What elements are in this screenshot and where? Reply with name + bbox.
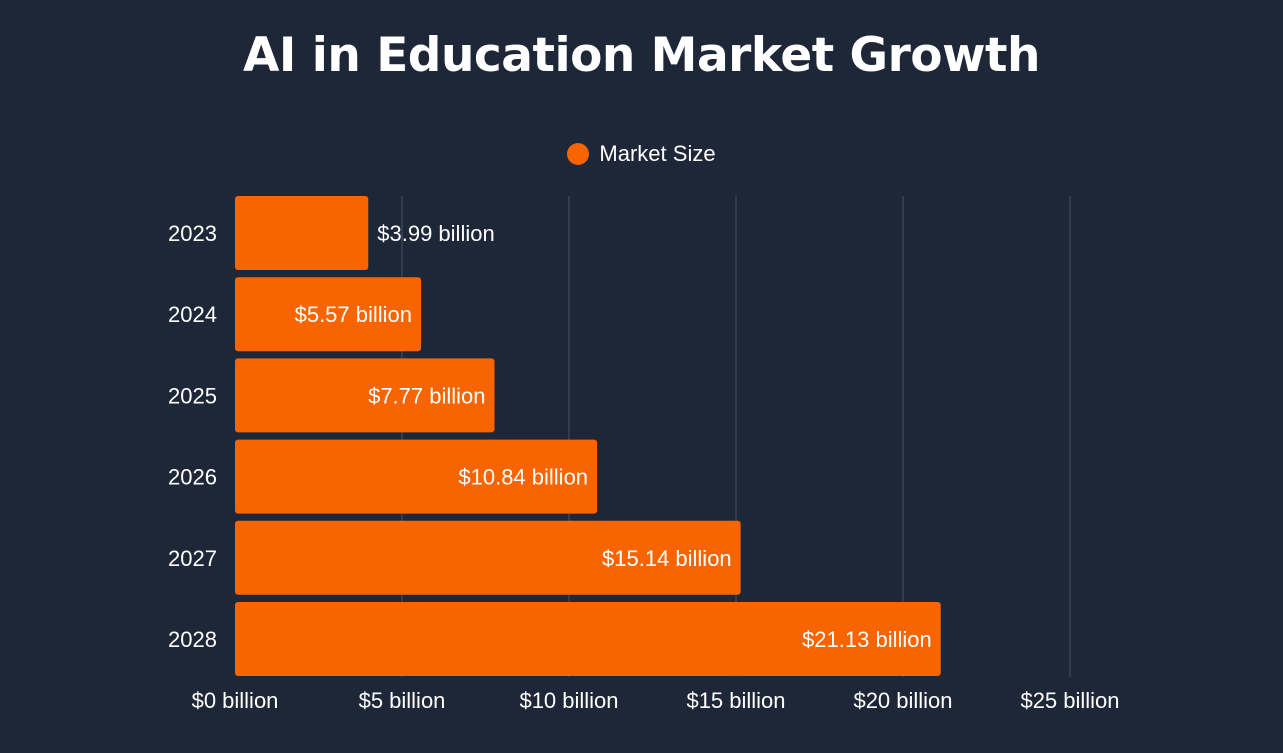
bar (235, 520, 741, 595)
chart-title: AI in Education Market Growth (243, 28, 1040, 83)
legend-label: Market Size (599, 141, 716, 166)
bar (235, 277, 422, 352)
data-label: $21.13 billion (802, 627, 932, 652)
bar (235, 439, 598, 514)
x-tick-label: $25 billion (1020, 688, 1119, 713)
y-tick-label: 2028 (168, 627, 217, 652)
x-tick-label: $10 billion (519, 688, 618, 713)
y-tick-label: 2024 (168, 302, 217, 327)
x-tick-label: $5 billion (359, 688, 446, 713)
data-label: $7.77 billion (368, 383, 485, 408)
data-label: $5.57 billion (295, 302, 412, 327)
y-tick-label: 2023 (168, 221, 217, 246)
data-label: $15.14 billion (602, 546, 732, 571)
x-tick-label: $20 billion (853, 688, 952, 713)
y-tick-label: 2026 (168, 465, 217, 490)
y-tick-label: 2025 (168, 383, 217, 408)
data-label: $10.84 billion (458, 465, 588, 490)
bar (235, 602, 941, 676)
data-label: $3.99 billion (377, 221, 494, 246)
legend: Market Size (0, 141, 1283, 167)
bar (235, 196, 369, 270)
x-tick-label: $0 billion (192, 688, 279, 713)
x-tick-label: $15 billion (686, 688, 785, 713)
legend-swatch (567, 143, 590, 165)
bar (235, 358, 495, 433)
y-tick-label: 2027 (168, 546, 217, 571)
